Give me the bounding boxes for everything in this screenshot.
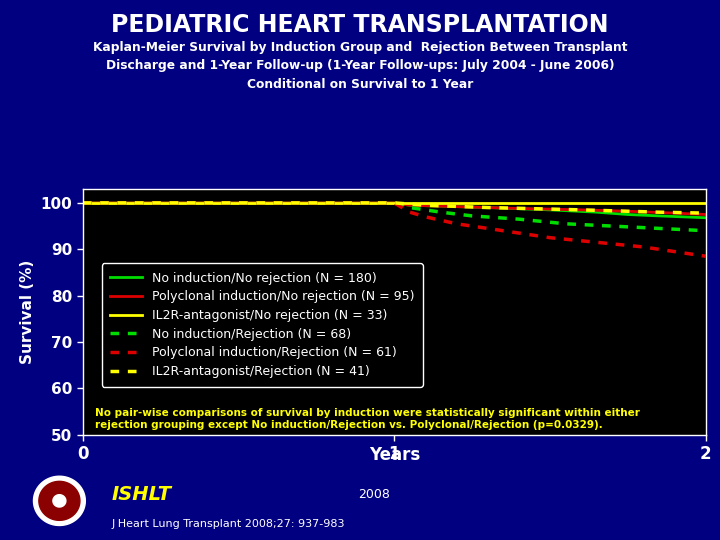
Text: Years: Years (369, 446, 420, 463)
Text: 2008: 2008 (359, 488, 390, 501)
Text: PEDIATRIC HEART TRANSPLANTATION: PEDIATRIC HEART TRANSPLANTATION (112, 14, 608, 37)
Polygon shape (53, 495, 66, 507)
Y-axis label: Survival (%): Survival (%) (20, 260, 35, 364)
Text: Kaplan-Meier Survival by Induction Group and  Rejection Between Transplant
Disch: Kaplan-Meier Survival by Induction Group… (93, 40, 627, 91)
Polygon shape (39, 481, 80, 521)
Legend: No induction/No rejection (N = 180), Polyclonal induction/No rejection (N = 95),: No induction/No rejection (N = 180), Pol… (102, 263, 423, 387)
Text: J Heart Lung Transplant 2008;27: 937-983: J Heart Lung Transplant 2008;27: 937-983 (112, 519, 345, 529)
Polygon shape (34, 476, 85, 525)
Text: ISHLT: ISHLT (112, 484, 171, 504)
Text: No pair-wise comparisons of survival by induction were statistically significant: No pair-wise comparisons of survival by … (95, 408, 640, 430)
